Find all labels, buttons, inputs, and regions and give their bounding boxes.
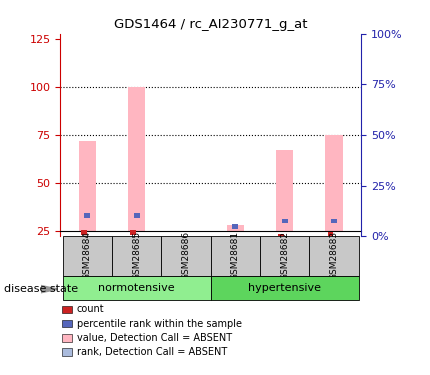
Text: rank, Detection Call = ABSENT: rank, Detection Call = ABSENT: [77, 347, 227, 357]
Bar: [81, 230, 87, 235]
Bar: [276, 150, 293, 231]
Bar: [278, 234, 284, 238]
Bar: [112, 236, 161, 276]
Text: normotensive: normotensive: [98, 283, 175, 293]
Text: disease state: disease state: [4, 285, 78, 294]
Text: percentile rank within the sample: percentile rank within the sample: [77, 319, 242, 328]
Bar: [260, 236, 310, 276]
Text: GSM28686: GSM28686: [181, 231, 190, 280]
Text: count: count: [77, 304, 104, 314]
Bar: [211, 276, 359, 300]
Bar: [211, 236, 260, 276]
Text: GSM28683: GSM28683: [329, 231, 338, 280]
Text: GSM28685: GSM28685: [132, 231, 141, 280]
Title: GDS1464 / rc_AI230771_g_at: GDS1464 / rc_AI230771_g_at: [114, 18, 307, 31]
Bar: [232, 224, 238, 229]
Bar: [79, 141, 96, 231]
Polygon shape: [41, 285, 58, 293]
Bar: [227, 225, 244, 231]
Bar: [134, 213, 140, 217]
Bar: [183, 270, 189, 275]
Bar: [130, 230, 136, 235]
Text: GSM28684: GSM28684: [83, 231, 92, 280]
Bar: [282, 219, 288, 224]
Text: hypertensive: hypertensive: [248, 283, 321, 293]
Text: GSM28682: GSM28682: [280, 231, 289, 280]
Bar: [331, 219, 337, 224]
Bar: [63, 236, 112, 276]
Bar: [310, 236, 359, 276]
Bar: [326, 135, 343, 231]
Bar: [63, 276, 211, 300]
Bar: [161, 236, 211, 276]
Text: value, Detection Call = ABSENT: value, Detection Call = ABSENT: [77, 333, 232, 343]
Text: GSM28681: GSM28681: [231, 231, 240, 280]
Bar: [328, 232, 334, 237]
Bar: [128, 87, 145, 231]
Bar: [84, 213, 90, 217]
